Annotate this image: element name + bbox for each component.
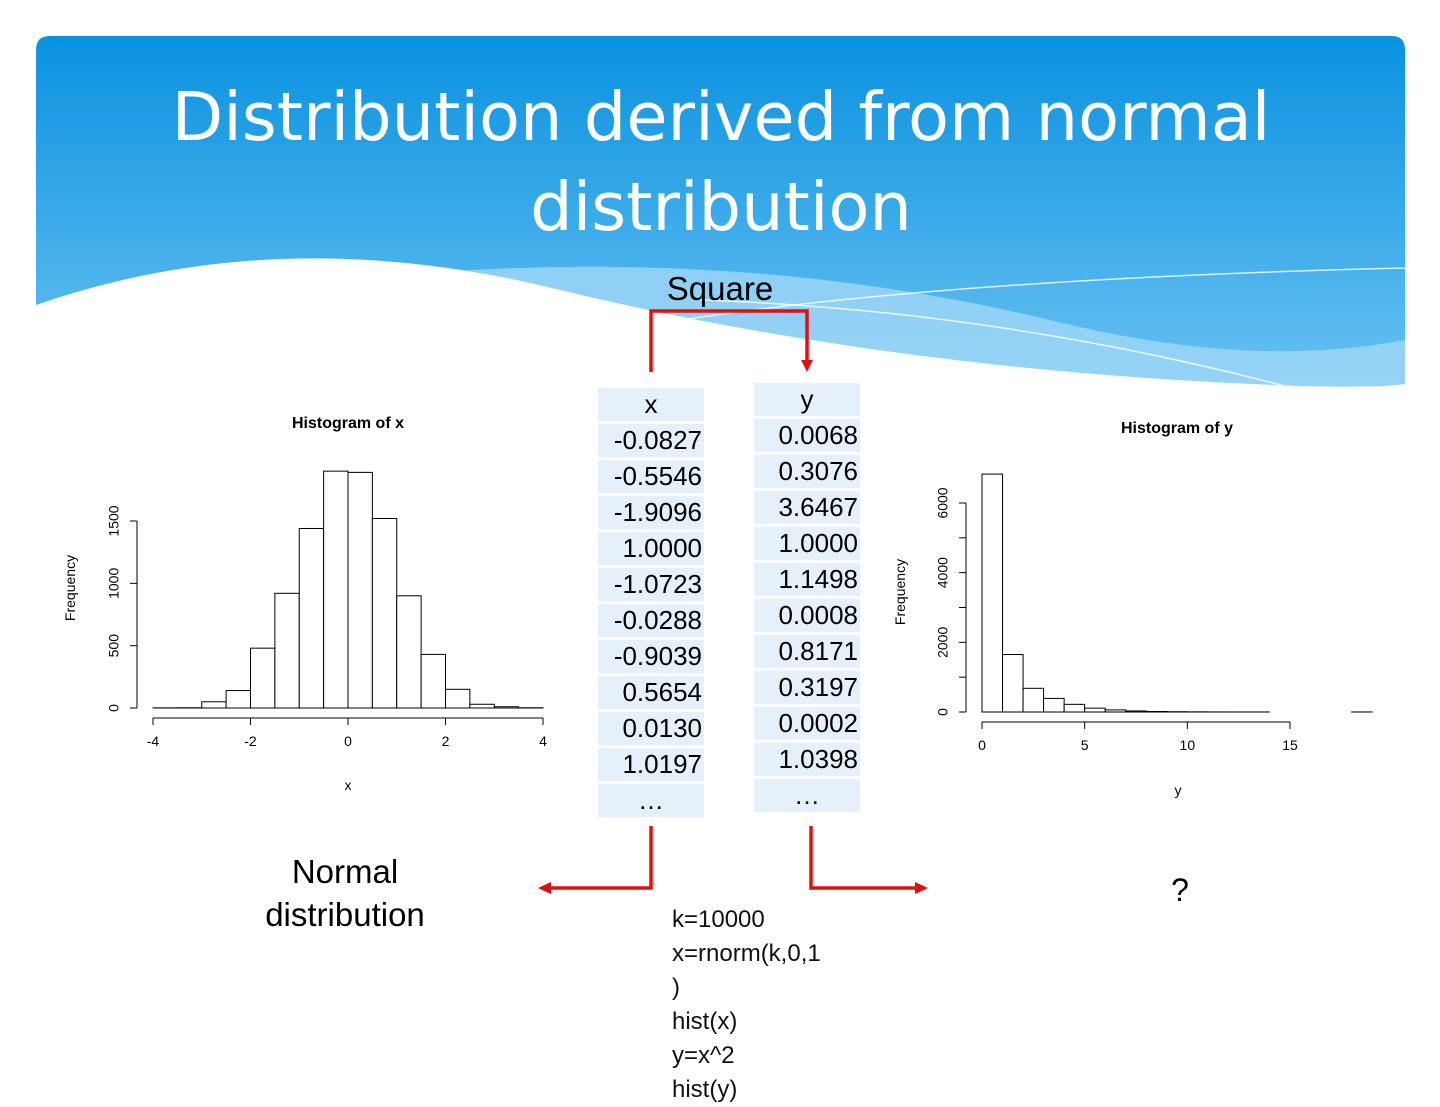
- normal-label-line-2: distribution: [200, 893, 490, 936]
- y-tick-label: 6000: [935, 487, 951, 518]
- x-table-ellipsis: …: [598, 784, 704, 817]
- x-tick-label: 5: [1081, 737, 1089, 753]
- y-table-cell: 0.3076: [754, 455, 860, 488]
- x-axis-label: y: [1175, 782, 1182, 798]
- x-table-cell: 1.0197: [598, 748, 704, 781]
- y-tick-label: 4000: [935, 557, 951, 588]
- x-table-cell: -1.9096: [598, 496, 704, 529]
- normal-label-line-1: Normal: [200, 850, 490, 893]
- code-line: hist(x): [672, 1005, 862, 1039]
- x-table-cell: 0.5654: [598, 676, 704, 709]
- histogram-bar: [1003, 655, 1024, 712]
- y-table-cell: 0.8171: [754, 635, 860, 668]
- x-tick-label: 15: [1282, 737, 1298, 753]
- y-table-cell: 1.1498: [754, 563, 860, 596]
- histogram-bar: [1044, 698, 1065, 712]
- chart-title: Histogram of y: [1121, 420, 1233, 437]
- x-table-header: x: [598, 388, 704, 421]
- x-table-cell: -0.9039: [598, 640, 704, 673]
- y-table-cell: 0.0002: [754, 707, 860, 740]
- code-line: y=x^2: [672, 1039, 862, 1073]
- y-table-cell: 0.3197: [754, 671, 860, 704]
- code-line: ): [672, 971, 862, 1005]
- y-table-cell: 1.0398: [754, 743, 860, 776]
- histogram-bar: [1085, 708, 1106, 712]
- histogram-bar: [1023, 688, 1044, 712]
- x-table-cell: 0.0130: [598, 712, 704, 745]
- x-table-cell: -1.0723: [598, 568, 704, 601]
- code-line: k=10000: [672, 903, 862, 937]
- histogram-bar: [1105, 710, 1126, 712]
- bars-group: [982, 474, 1372, 712]
- histogram-bar: [1146, 711, 1167, 712]
- y-table-cell: 0.0068: [754, 419, 860, 452]
- y-table-header: y: [754, 383, 860, 416]
- y-table-cell: 0.0008: [754, 599, 860, 632]
- code-line: x=rnorm(k,0,1: [672, 937, 862, 971]
- x-table-cell: -0.5546: [598, 460, 704, 493]
- histogram-bar: [1064, 704, 1085, 712]
- x-table-cell: -0.0288: [598, 604, 704, 637]
- y-table-ellipsis: …: [754, 779, 860, 812]
- y-table-cell: 1.0000: [754, 527, 860, 560]
- x-table-cell: -0.0827: [598, 424, 704, 457]
- r-code-block: k=10000 x=rnorm(k,0,1 ) hist(x) y=x^2 hi…: [672, 903, 862, 1107]
- question-label: ?: [1150, 872, 1210, 909]
- y-tick-label: 0: [935, 708, 951, 716]
- y-values-table: y 0.0068 0.3076 3.6467 1.0000 1.1498 0.0…: [754, 380, 860, 815]
- x-values-table: x -0.0827 -0.5546 -1.9096 1.0000 -1.0723…: [598, 385, 704, 820]
- y-axis-label: Frequency: [892, 559, 908, 625]
- normal-distribution-label: Normal distribution: [200, 850, 490, 936]
- x-tick-label: 0: [978, 737, 986, 753]
- x-table-cell: 1.0000: [598, 532, 704, 565]
- y-table-cell: 3.6467: [754, 491, 860, 524]
- histogram-bar: [982, 474, 1003, 712]
- y-tick-label: 2000: [935, 627, 951, 658]
- x-tick-label: 10: [1180, 737, 1196, 753]
- histogram-bar: [1126, 711, 1147, 712]
- code-line: hist(y): [672, 1073, 862, 1107]
